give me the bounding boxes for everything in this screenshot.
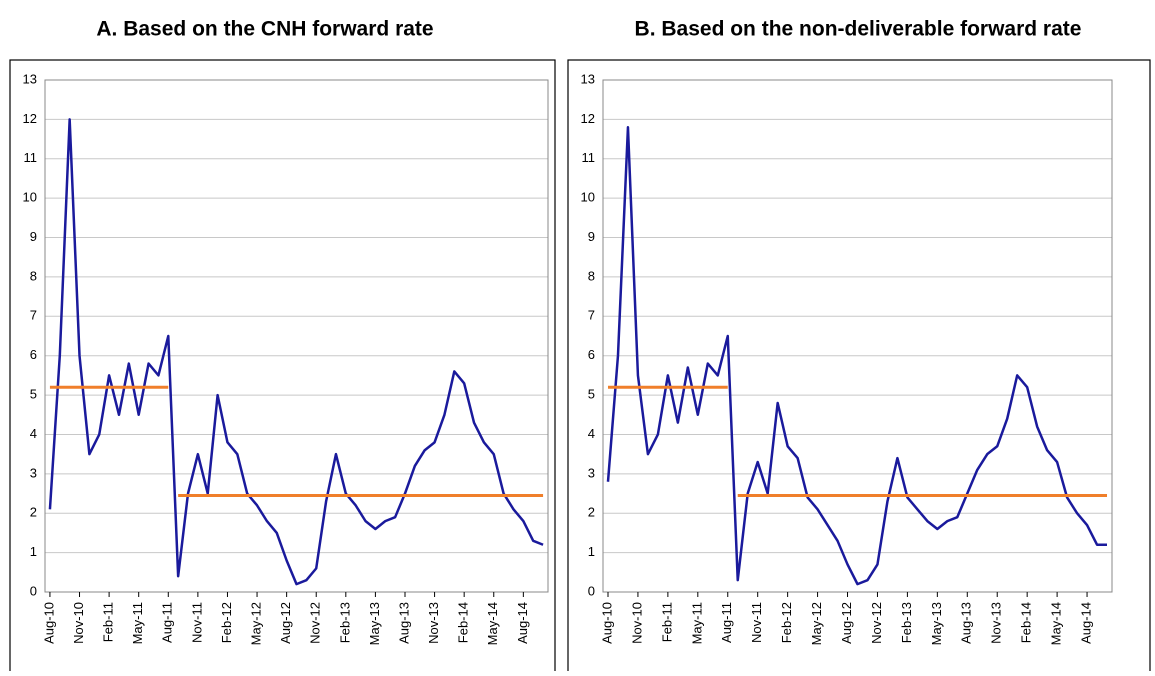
x-tick-label: Aug-14: [1078, 602, 1093, 644]
chart-title: A. Based on the CNH forward rate: [96, 18, 433, 41]
x-tick-label: May-11: [689, 602, 704, 644]
x-tick-label: Aug-10: [41, 602, 56, 644]
y-tick-label: 9: [30, 229, 37, 244]
x-tick-label: Aug-11: [160, 602, 175, 643]
y-tick-label: 0: [588, 583, 595, 598]
x-tick-label: Nov-13: [989, 602, 1004, 644]
y-tick-label: 12: [581, 111, 595, 126]
y-tick-label: 2: [30, 505, 37, 520]
x-tick-label: Aug-14: [515, 602, 530, 644]
y-tick-label: 11: [24, 150, 38, 165]
x-tick-label: May-12: [248, 602, 263, 645]
y-tick-label: 13: [581, 71, 595, 86]
x-tick-label: May-13: [367, 602, 382, 645]
y-tick-label: 1: [30, 544, 37, 559]
x-tick-label: Feb-13: [899, 602, 914, 643]
y-tick-label: 6: [588, 347, 595, 362]
y-tick-label: 2: [588, 505, 595, 520]
y-tick-label: 5: [588, 387, 595, 402]
y-tick-label: 13: [23, 71, 37, 86]
y-tick-label: 9: [588, 229, 595, 244]
x-tick-label: May-13: [929, 602, 944, 645]
x-tick-label: Feb-12: [779, 602, 794, 643]
y-tick-label: 3: [588, 465, 595, 480]
x-tick-label: Nov-11: [749, 602, 764, 643]
y-tick-label: 10: [581, 190, 595, 205]
x-tick-label: Nov-10: [71, 602, 86, 644]
x-tick-label: Nov-11: [189, 602, 204, 643]
y-tick-label: 4: [588, 426, 595, 441]
series-line: [606, 126, 1108, 586]
x-tick-label: May-14: [1049, 602, 1064, 645]
x-tick-label: Nov-12: [869, 602, 884, 644]
x-tick-label: Aug-10: [599, 602, 614, 644]
x-tick-label: Feb-12: [219, 602, 234, 643]
x-tick-label: May-11: [130, 602, 145, 644]
y-tick-label: 11: [582, 150, 596, 165]
x-tick-label: Aug-13: [959, 602, 974, 644]
y-tick-label: 3: [30, 465, 37, 480]
x-tick-label: Feb-14: [1019, 602, 1034, 643]
y-tick-label: 6: [30, 347, 37, 362]
panel-border: [567, 59, 1151, 676]
plot-area: [44, 79, 549, 593]
y-tick-label: 10: [23, 190, 37, 205]
y-tick-label: 8: [30, 268, 37, 283]
y-tick-label: 12: [23, 111, 37, 126]
x-tick-label: Feb-13: [337, 602, 352, 643]
x-tick-label: May-12: [809, 602, 824, 645]
x-tick-label: Nov-10: [629, 602, 644, 644]
x-tick-label: Aug-12: [278, 602, 293, 644]
y-tick-label: 7: [588, 308, 595, 323]
y-tick-label: 1: [588, 544, 595, 559]
panel-border: [9, 59, 556, 676]
x-tick-label: May-14: [485, 602, 500, 645]
y-tick-label: 0: [30, 583, 37, 598]
x-tick-label: Aug-11: [719, 602, 734, 643]
series-line: [48, 118, 544, 586]
chart-title: B. Based on the non-deliverable forward …: [635, 18, 1082, 41]
x-tick-label: Nov-13: [426, 602, 441, 644]
x-tick-label: Feb-14: [456, 602, 471, 643]
y-tick-label: 8: [588, 268, 595, 283]
x-tick-label: Aug-12: [839, 602, 854, 644]
y-tick-label: 7: [30, 308, 37, 323]
y-tick-label: 5: [30, 387, 37, 402]
y-tick-label: 4: [30, 426, 37, 441]
x-tick-label: Aug-13: [396, 602, 411, 644]
x-tick-label: Feb-11: [101, 602, 116, 642]
plot-area: [602, 79, 1113, 593]
x-tick-label: Nov-12: [308, 602, 323, 644]
x-tick-label: Feb-11: [659, 602, 674, 642]
